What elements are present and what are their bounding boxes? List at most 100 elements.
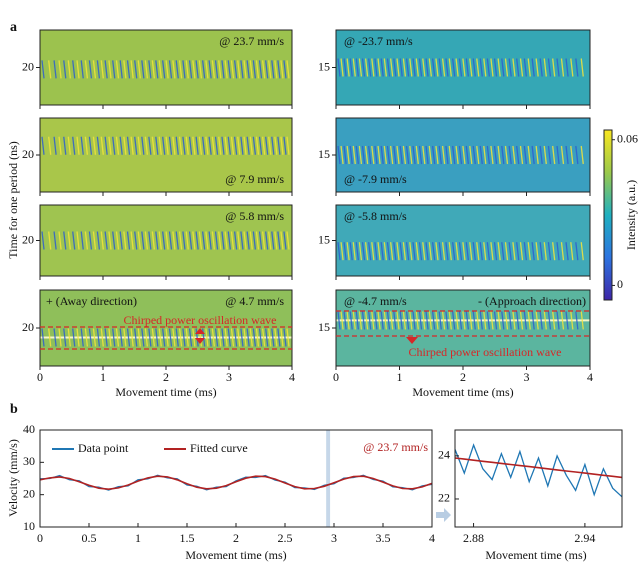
fringe (519, 242, 524, 261)
fringe (565, 58, 569, 77)
fringe (580, 145, 584, 165)
fringe (123, 136, 127, 155)
fringe (380, 242, 384, 261)
fringe (575, 145, 579, 165)
fringe (92, 60, 97, 79)
fringe (368, 242, 372, 261)
speed-label: @ -5.8 mm/s (344, 209, 407, 223)
fringe (349, 311, 353, 330)
fringe (185, 136, 189, 155)
x-axis-label: Movement time (ms) (485, 548, 586, 562)
x-tick-label: 4 (289, 370, 295, 384)
x-tick-label: 2.5 (278, 531, 293, 545)
fringe (151, 136, 155, 155)
fringe (415, 311, 419, 330)
fringe (144, 231, 149, 250)
fringe (208, 136, 212, 155)
x-tick-label: 0 (333, 370, 339, 384)
fringe (67, 231, 71, 250)
x-tick-label: 1 (135, 531, 141, 545)
fringe (504, 58, 509, 77)
fringe (422, 311, 426, 330)
fringe (283, 136, 287, 155)
series-line (39, 475, 433, 491)
fringe (271, 60, 275, 79)
fringe (205, 60, 209, 79)
fringe (377, 242, 381, 261)
fringe (465, 311, 469, 330)
fringe (104, 60, 108, 79)
fringe (438, 242, 442, 261)
fringe (508, 145, 512, 165)
fringe (455, 58, 459, 77)
fringe (119, 231, 123, 250)
fringe (246, 328, 250, 347)
heatmap (336, 118, 590, 192)
fringe (490, 242, 494, 261)
fringe (192, 60, 196, 79)
fringe (58, 136, 62, 155)
fringe (422, 145, 426, 165)
fringe (565, 311, 569, 330)
fringe (396, 145, 400, 165)
fringe (493, 311, 498, 330)
fringe (123, 60, 127, 79)
fringe (158, 60, 162, 79)
fringe (346, 311, 350, 330)
fringe (358, 311, 363, 330)
fringe (476, 145, 480, 165)
fringe (175, 231, 179, 250)
fringe (96, 136, 101, 155)
fringe (490, 58, 494, 77)
fringe (580, 242, 584, 261)
fringe (556, 145, 560, 165)
fringe (268, 136, 272, 155)
fringe (368, 145, 372, 165)
fringe (158, 328, 162, 347)
fringe (479, 58, 483, 77)
fringe (185, 328, 189, 347)
fringe (523, 58, 527, 77)
fringe (519, 311, 524, 330)
fringe (386, 145, 391, 165)
fringe (48, 231, 52, 250)
fringe (445, 311, 449, 330)
fringe (465, 145, 469, 165)
fringe (130, 136, 134, 155)
fringe (258, 231, 263, 250)
fringe (151, 60, 155, 79)
fringe (182, 328, 186, 347)
fringe (531, 58, 535, 77)
fringe (346, 145, 350, 165)
fringe (280, 136, 284, 155)
fringe (486, 145, 491, 165)
fringe (431, 242, 436, 261)
fringe (249, 231, 253, 250)
x-tick-label: 0.5 (82, 531, 97, 545)
fringe (230, 136, 235, 155)
fringe (483, 242, 487, 261)
fringe (435, 242, 439, 261)
fringe (230, 231, 235, 250)
fringe (516, 58, 520, 77)
fringe (261, 136, 266, 155)
x-tick-label: 2.94 (574, 531, 595, 545)
fringe (399, 311, 403, 330)
fringe (246, 231, 250, 250)
fringe (185, 60, 189, 79)
y-tick-label: 15 (318, 232, 330, 246)
fringe (355, 145, 359, 165)
fringe (340, 242, 344, 261)
fringe (516, 311, 520, 330)
fringe (211, 328, 215, 347)
fringe (178, 60, 183, 79)
fringe (438, 145, 442, 165)
y-axis-label: Velocity (mm/s) (6, 439, 20, 517)
fringe (252, 136, 257, 155)
fringe (469, 311, 473, 330)
fringe (72, 328, 76, 347)
fringe (240, 60, 244, 79)
fringe (274, 60, 278, 79)
fringe (123, 231, 127, 250)
